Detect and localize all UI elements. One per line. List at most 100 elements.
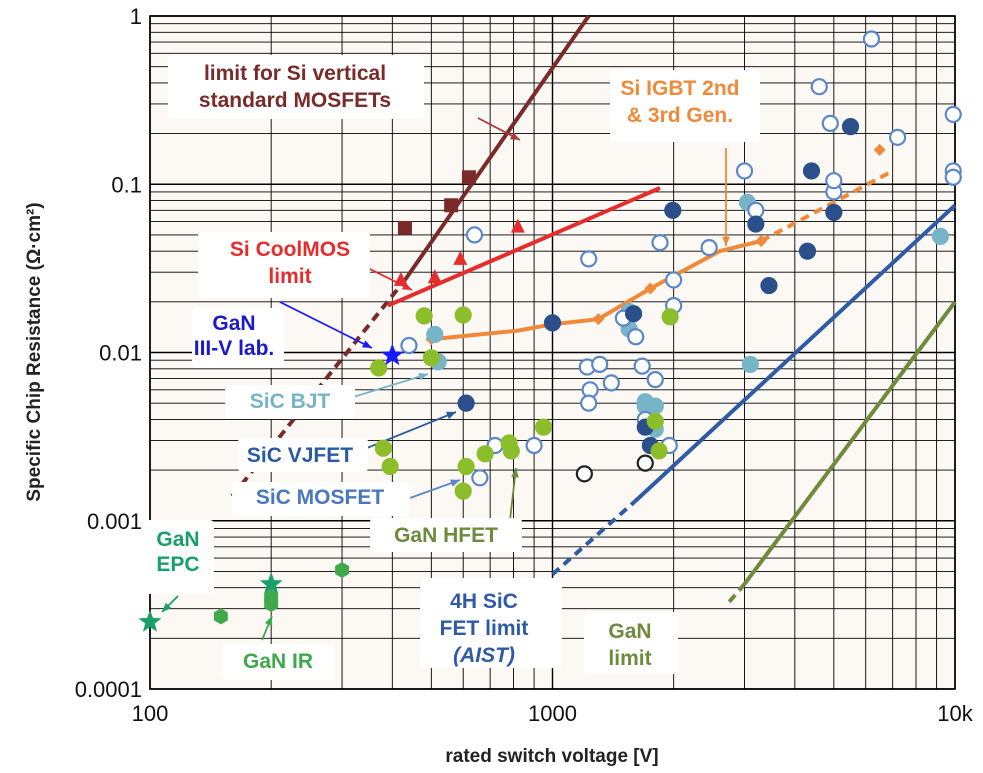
anno-gan-limit-line: GaN	[608, 620, 651, 643]
sic-vjfet-dark-point	[747, 215, 765, 233]
annotation-arrowhead	[402, 282, 412, 290]
y-axis-title: Specific Chip Resistance (Ω·cm²)	[24, 202, 45, 501]
annotation-arrow	[279, 301, 373, 349]
coolmos-limit-line	[387, 186, 661, 308]
sic-bjt-point	[426, 325, 444, 344]
sic-open-point	[633, 357, 651, 375]
annotation-arrowhead	[418, 373, 428, 381]
anno-sic-fet-limit-line: (AIST)	[453, 644, 515, 667]
gan-hfet-point	[534, 418, 553, 436]
sic-open-point	[810, 78, 828, 96]
y-tick-label: 1	[130, 4, 142, 29]
anno-si-limit-box	[168, 55, 424, 119]
gan-lab-star-point	[380, 343, 404, 366]
anno-sic-fet-limit-line: 4H SiC	[450, 590, 518, 613]
sic-open-point	[944, 105, 962, 124]
x-tick-label: 10k	[937, 701, 973, 726]
si-mosfet-squares-point	[444, 198, 459, 213]
sic-vjfet-dark-point	[457, 394, 475, 412]
anno-gan-lab-line: III-V lab.	[194, 337, 275, 360]
sic-vjfet-dark-point	[760, 276, 778, 295]
gan-limit-line	[742, 300, 957, 586]
gan-hfet-point	[415, 307, 433, 325]
gan-hfet-point	[370, 359, 388, 377]
sic-vjfet-dark-point	[543, 314, 562, 332]
anno-sic-vjfet-box	[238, 438, 368, 472]
tick-labels: 100 1000 10k 1 0.1 0.01 0.001 0.0001	[75, 4, 974, 726]
annotation-arrowhead	[510, 132, 520, 140]
anno-gan-limit-box	[584, 612, 678, 674]
gan-hfet-point	[476, 445, 494, 463]
gan-hfet-point	[374, 439, 392, 457]
annotation-arrowhead	[264, 616, 273, 626]
annotation-arrowhead	[162, 602, 172, 612]
sic-open-point	[580, 250, 598, 268]
sic-vjfet-dark-point	[841, 118, 860, 136]
si-mosfet-squares-point	[397, 220, 412, 235]
y-tick-label: 0.001	[87, 509, 142, 534]
black-open-point	[575, 465, 593, 483]
anno-sic-fet-limit-box	[420, 578, 562, 668]
gan-hfet-point	[650, 442, 668, 460]
igbt-diamonds-point	[755, 234, 768, 247]
sic-open-point	[821, 114, 839, 132]
sic-bjt-point	[646, 397, 664, 415]
igbt-diamonds-point	[644, 282, 657, 295]
x-axis-title: rated switch voltage [V]	[445, 746, 658, 767]
gan-hfet-point	[381, 457, 399, 476]
anno-igbt-line: & 3rd Gen.	[627, 104, 733, 127]
sic-vjfet-dark-point	[798, 242, 817, 260]
x-tick-label: 100	[132, 701, 169, 726]
annotations: limit for Si vertical standard MOSFETs Si …	[146, 55, 760, 680]
gan-hfet-point	[454, 306, 472, 324]
gan-ir-point	[213, 608, 228, 625]
si-mosfet-squares-point	[461, 170, 476, 185]
coolmos-triangles-point	[393, 271, 408, 286]
annotation-arrowhead	[511, 468, 519, 478]
sic-fet-limit-dashed	[551, 500, 637, 576]
anno-si-limit-line: limit for Si vertical	[204, 62, 386, 85]
annotation-arrowhead	[362, 340, 372, 348]
gan-hfet-point	[422, 349, 440, 367]
anno-sic-fet-limit-line: FET limit	[440, 617, 529, 640]
sic-vjfet-dark-point	[802, 162, 821, 180]
gan-hfet-point	[454, 482, 472, 500]
anno-gan-epc-line: EPC	[156, 553, 199, 576]
si-limit-line	[403, 14, 591, 282]
annotation-arrowhead	[722, 236, 730, 246]
annotation-arrowhead	[446, 411, 456, 420]
sic-vjfet-dark-point	[624, 305, 643, 323]
sic-open-point	[665, 271, 683, 289]
y-tick-label: 0.1	[111, 172, 142, 197]
sic-open-point	[471, 469, 489, 487]
igbt-diamonds-point	[873, 143, 886, 156]
sic-open-point	[627, 328, 645, 346]
sic-open-point	[400, 336, 418, 355]
sic-vjfet-dark-point	[825, 203, 843, 222]
sic-bjt-point	[741, 355, 759, 373]
sic-fet-limit-line	[633, 203, 957, 504]
sic-open-point	[602, 374, 620, 392]
sic-vjfet-dark-point	[664, 201, 682, 219]
sic-open-point	[591, 355, 609, 373]
anno-sic-bjt-line: SiC BJT	[250, 390, 331, 413]
anno-gan-lab-box	[192, 308, 284, 368]
anno-gan-lab-line: GaN	[212, 312, 255, 335]
anno-gan-ir-line: GaN IR	[243, 650, 313, 673]
sic-open-point	[646, 371, 664, 389]
coolmos-triangles-point	[510, 218, 525, 233]
plot-frame	[149, 15, 956, 690]
anno-gan-epc-line: GaN	[156, 528, 199, 551]
annotation-arrows	[161, 117, 730, 641]
gan-hfet-point	[661, 308, 679, 326]
anno-igbt-box	[610, 70, 760, 142]
sic-open-point	[944, 168, 962, 186]
gan-ir-point	[335, 562, 349, 578]
sic-bjt-point	[931, 227, 950, 245]
gan-hfet-point	[502, 442, 520, 460]
anno-coolmos-line: Si CoolMOS	[230, 238, 350, 261]
anno-gan-limit-line: limit	[608, 647, 651, 670]
y-tick-label: 0.0001	[75, 677, 142, 702]
igbt-diamonds-point	[592, 313, 605, 326]
